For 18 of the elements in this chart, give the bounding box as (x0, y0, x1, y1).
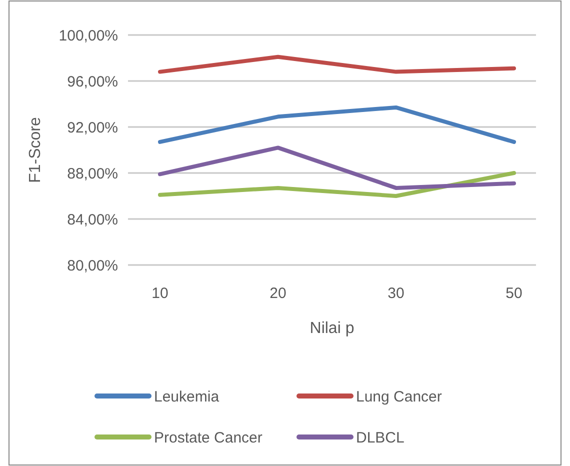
x-tick-label: 10 (152, 285, 168, 302)
line-series (158, 171, 516, 198)
x-tick-label: 50 (506, 285, 522, 302)
y-tick-label: 100,00% (58, 27, 118, 44)
x-tick-label: 30 (388, 285, 404, 302)
legend-label: DLBCL (356, 429, 404, 446)
y-axis-title: F1-Score (27, 117, 44, 183)
y-tick-label: 96,00% (67, 73, 118, 90)
line-series (158, 146, 516, 190)
y-tick-label: 80,00% (67, 257, 118, 274)
legend-label: Prostate Cancer (154, 429, 262, 446)
y-tick-label: 84,00% (67, 211, 118, 228)
x-axis-title: Nilai p (310, 320, 354, 337)
legend-label: Leukemia (154, 388, 220, 406)
y-tick-label: 88,00% (67, 165, 118, 182)
x-tick-label: 20 (270, 285, 286, 302)
legend-label: Lung Cancer (356, 388, 442, 406)
y-tick-label: 92,00% (67, 119, 118, 136)
